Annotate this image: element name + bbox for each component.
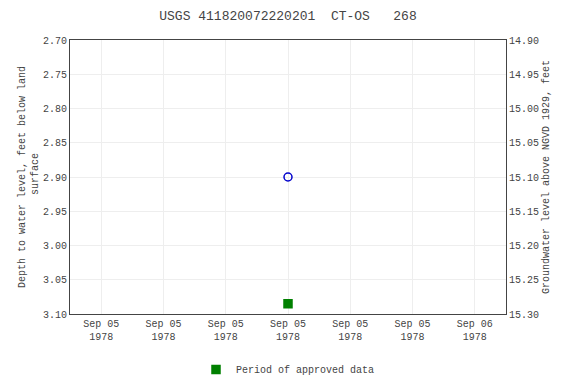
svg-text:2.80: 2.80 (43, 104, 67, 115)
svg-text:Sep 051978: Sep 051978 (395, 319, 431, 343)
svg-text:Sep 051978: Sep 051978 (145, 319, 181, 343)
svg-text:15.20: 15.20 (509, 241, 539, 252)
svg-text:Sep 051978: Sep 051978 (332, 319, 368, 343)
svg-text:Sep 051978: Sep 051978 (270, 319, 306, 343)
svg-text:14.95: 14.95 (509, 70, 539, 81)
svg-text:2.90: 2.90 (43, 173, 67, 184)
svg-text:USGS 411820072220201 CT-OS: USGS 411820072220201 CT-OS 268 (159, 9, 416, 24)
svg-text:15.15: 15.15 (509, 207, 539, 218)
svg-text:Sep 051978: Sep 051978 (83, 319, 119, 343)
svg-text:Sep 061978: Sep 061978 (457, 319, 493, 343)
svg-text:2.75: 2.75 (43, 70, 67, 81)
svg-text:3.10: 3.10 (43, 310, 67, 321)
svg-text:14.90: 14.90 (509, 36, 539, 47)
svg-text:2.95: 2.95 (43, 207, 67, 218)
svg-text:Period of approved data: Period of approved data (236, 365, 374, 376)
svg-text:15.00: 15.00 (509, 104, 539, 115)
svg-text:Sep 051978: Sep 051978 (208, 319, 244, 343)
svg-text:Depth to water level, feet bel: Depth to water level, feet below land su… (17, 66, 41, 288)
svg-text:2.85: 2.85 (43, 138, 67, 149)
svg-text:Groundwater level above NGVD 1: Groundwater level above NGVD 1929, feet (541, 60, 552, 294)
svg-text:2.70: 2.70 (43, 36, 67, 47)
svg-text:3.05: 3.05 (43, 275, 67, 286)
svg-text:15.30: 15.30 (509, 310, 539, 321)
svg-text:15.05: 15.05 (509, 138, 539, 149)
svg-text:3.00: 3.00 (43, 241, 67, 252)
svg-text:15.25: 15.25 (509, 275, 539, 286)
svg-text:15.10: 15.10 (509, 173, 539, 184)
